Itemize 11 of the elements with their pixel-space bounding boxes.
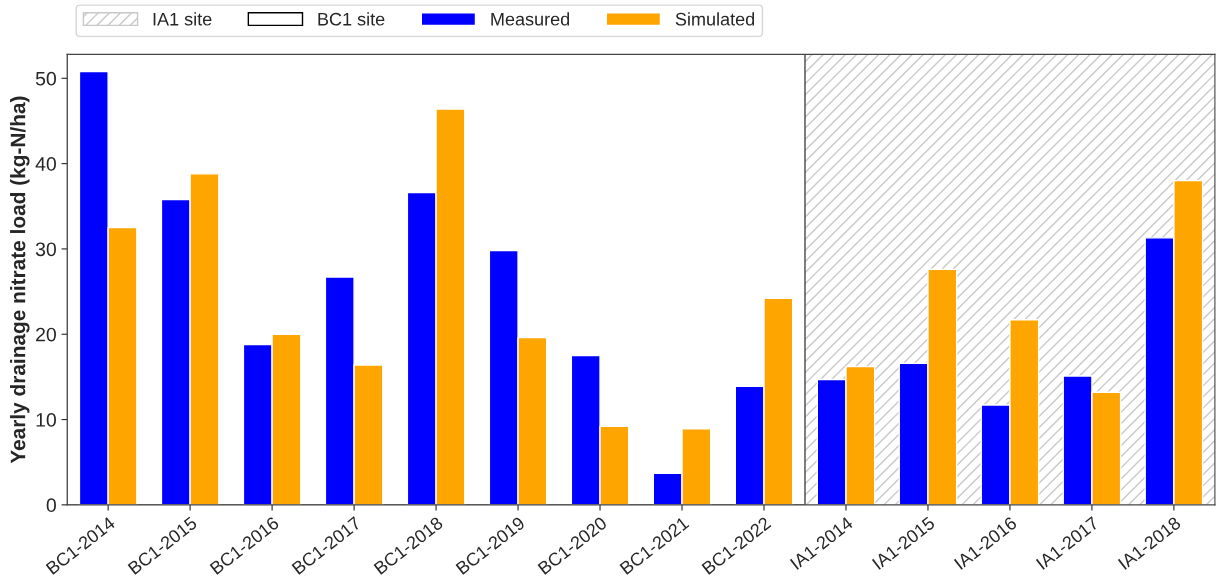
y-tick-label: 40 [35,157,56,171]
y-axis-title: Yearly drainage nitrate load (kg-N/ha) [10,96,30,464]
y-tick-label: 10 [36,413,56,427]
y-tick-label: 30 [35,242,56,257]
band-label: BC1 site [318,12,385,26]
legend-label: IA1 site [153,12,212,26]
y-tick-label: 50 [35,71,56,86]
y-tick-label: 0 [46,498,56,513]
y-tick-label: 20 [36,327,56,342]
legend-label: Measured [491,12,570,26]
legend-label: Simulated [675,12,755,26]
